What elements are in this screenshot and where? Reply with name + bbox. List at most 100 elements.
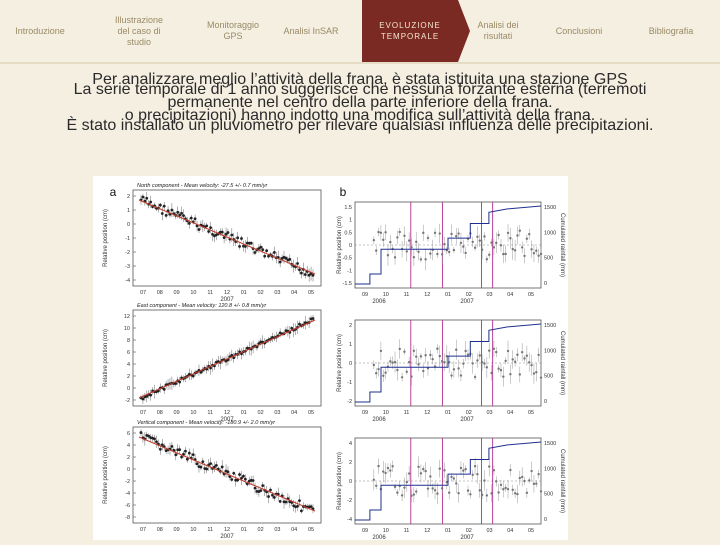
gps-point bbox=[389, 469, 392, 472]
gps-point bbox=[386, 254, 390, 257]
right-xtick: 10 bbox=[383, 410, 389, 416]
left-ytick: 4 bbox=[127, 443, 130, 449]
left-ytick: 1 bbox=[127, 208, 130, 214]
tab-label: Bibliografia bbox=[648, 25, 694, 36]
right-ytick: -1 bbox=[347, 268, 352, 274]
right-xtick: 05 bbox=[528, 410, 534, 416]
gps-point bbox=[226, 470, 230, 474]
left-ytick: 2 bbox=[127, 374, 130, 380]
panel-b-letter: b bbox=[340, 185, 347, 199]
left-xtick: 10 bbox=[190, 290, 196, 296]
gps-point bbox=[213, 465, 216, 469]
tab-8[interactable]: Bibliografia bbox=[622, 0, 720, 62]
gps-point bbox=[410, 246, 413, 249]
gps-point bbox=[158, 203, 162, 207]
gps-point bbox=[488, 465, 491, 468]
left-xtick: 05 bbox=[308, 527, 314, 533]
gps-point bbox=[438, 232, 441, 235]
gps-point bbox=[492, 246, 496, 249]
left-panel-series-3 bbox=[139, 429, 315, 514]
gps-point bbox=[300, 509, 303, 513]
right-ytick: 0.5 bbox=[344, 230, 352, 236]
gps-point bbox=[473, 375, 477, 379]
gps-point bbox=[511, 488, 514, 492]
gps-point bbox=[405, 370, 408, 373]
gps-point bbox=[419, 258, 423, 261]
gps-point bbox=[391, 361, 394, 364]
gps-point bbox=[220, 465, 224, 469]
tab-3[interactable]: Monitoraggio GPS bbox=[188, 0, 278, 62]
gps-point bbox=[516, 234, 519, 237]
right-ytick-rain: 500 bbox=[544, 492, 553, 498]
right-xtick: 03 bbox=[486, 292, 492, 298]
gps-point bbox=[288, 257, 292, 261]
gps-point bbox=[438, 354, 441, 358]
right-xtick: 09 bbox=[362, 292, 368, 298]
gps-point bbox=[525, 237, 529, 240]
tab-label: Conclusioni bbox=[555, 25, 603, 36]
gps-point bbox=[238, 473, 241, 476]
gps-point bbox=[523, 357, 526, 360]
gps-point bbox=[504, 252, 507, 256]
cumulated-rainfall-line-1 bbox=[355, 205, 542, 285]
right-ytick: 0 bbox=[349, 243, 352, 249]
gps-point bbox=[374, 249, 378, 252]
gps-point bbox=[422, 231, 425, 235]
left-panel-ylabel-1: Relative position (cm) bbox=[103, 209, 109, 267]
gps-point bbox=[243, 477, 247, 481]
gps-point bbox=[180, 211, 183, 215]
gps-point bbox=[483, 362, 486, 365]
gps-point bbox=[187, 451, 191, 455]
gps-point bbox=[520, 350, 524, 354]
gps-point bbox=[412, 256, 416, 259]
tab-4[interactable]: Analisi InSAR bbox=[272, 0, 350, 62]
gps-point bbox=[261, 484, 265, 488]
right-xtick: 01 bbox=[445, 528, 451, 534]
gps-point bbox=[417, 250, 420, 253]
right-ytick-rain: 500 bbox=[544, 374, 553, 380]
trend-line-1 bbox=[138, 199, 316, 275]
tab-1[interactable]: Introduzione bbox=[0, 0, 80, 62]
gps-point bbox=[499, 483, 503, 487]
gps-point bbox=[379, 231, 383, 235]
gps-point bbox=[464, 251, 467, 255]
right-xtick: 12 bbox=[424, 528, 430, 534]
left-ytick: -4 bbox=[125, 278, 130, 284]
tab-2[interactable]: Illustrazione del caso di studio bbox=[80, 0, 198, 62]
gps-point bbox=[419, 355, 423, 358]
nav-divider bbox=[0, 62, 720, 64]
right-panel-ylabel-2: Relative position (cm) bbox=[337, 334, 343, 392]
gps-point bbox=[525, 491, 529, 495]
gps-point bbox=[242, 474, 245, 478]
left-ytick: -8 bbox=[125, 515, 130, 521]
right-year-label: 2006 bbox=[372, 417, 386, 423]
gps-point bbox=[396, 491, 399, 494]
tab-7[interactable]: Conclusioni bbox=[536, 0, 622, 62]
gps-timeseries-figure: a b North component - Mean velocity: -27.5… bbox=[93, 176, 568, 541]
gps-point bbox=[284, 256, 288, 260]
gps-point bbox=[145, 394, 149, 398]
left-ytick: 10 bbox=[124, 326, 130, 332]
gps-point bbox=[523, 479, 526, 483]
gps-point bbox=[450, 374, 453, 377]
gps-point bbox=[396, 368, 399, 372]
gps-point bbox=[452, 477, 456, 480]
gps-point bbox=[182, 214, 185, 218]
right-xtick: 11 bbox=[404, 528, 410, 534]
left-ytick: -6 bbox=[125, 503, 130, 509]
gps-point bbox=[509, 237, 512, 240]
gps-point bbox=[290, 326, 294, 330]
gps-point bbox=[222, 236, 226, 240]
left-xtick: 03 bbox=[274, 410, 280, 416]
gps-point bbox=[164, 213, 168, 217]
gps-point bbox=[263, 254, 267, 258]
gps-point bbox=[176, 210, 180, 214]
gps-point bbox=[537, 254, 540, 257]
tab-5[interactable]: EVOLUZIONE TEMPORALE bbox=[362, 0, 470, 62]
gps-point bbox=[201, 460, 205, 464]
gps-point bbox=[180, 455, 183, 459]
tab-6[interactable]: Analisi dei risultati bbox=[462, 0, 534, 62]
left-ytick: 2 bbox=[127, 194, 130, 200]
left-ytick: 4 bbox=[127, 362, 130, 368]
gps-point bbox=[278, 260, 282, 264]
